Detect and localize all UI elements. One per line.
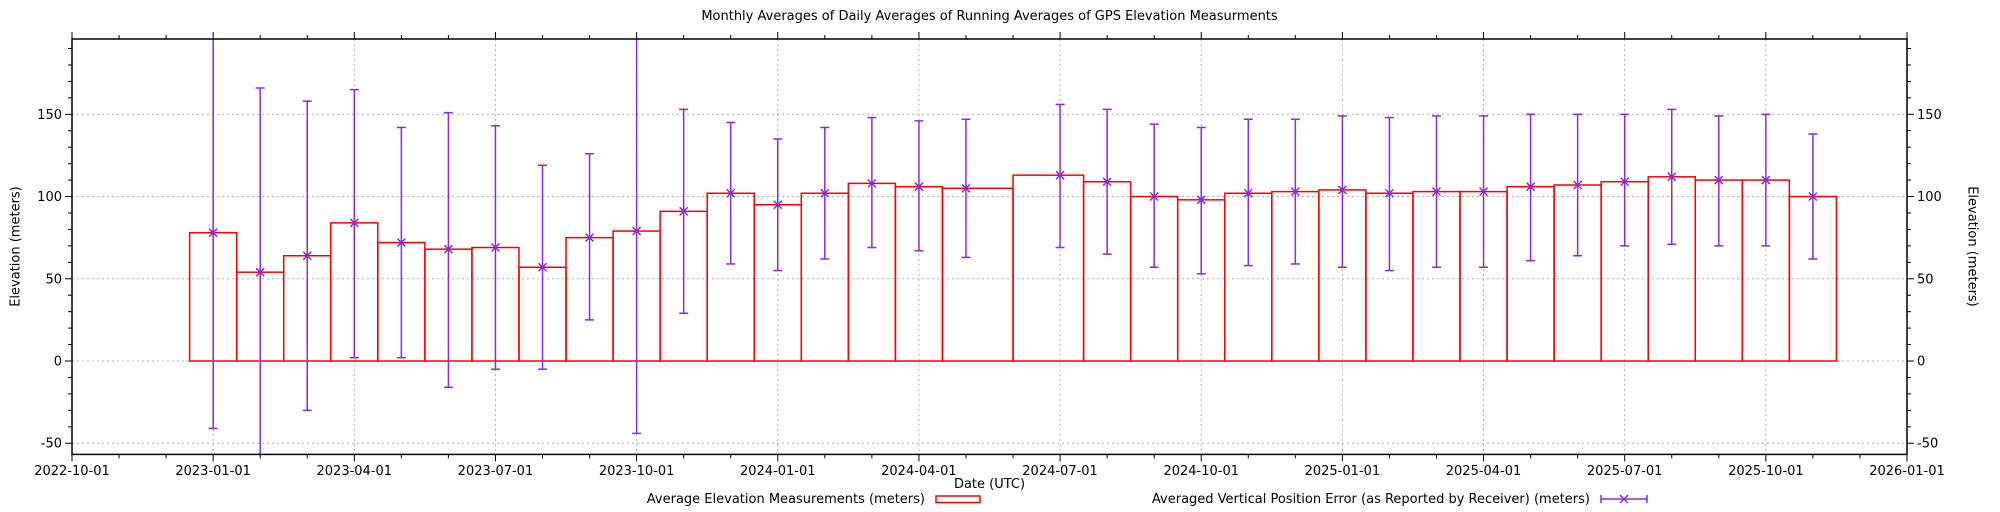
x-axis-label: Date (UTC) [953, 477, 1026, 492]
errorbar-marker [820, 188, 830, 198]
y-tick-label-left: -50 [41, 437, 62, 452]
y-tick-label-right: -50 [1917, 437, 1938, 452]
x-tick-label: 2025-04-01 [1446, 464, 1522, 479]
errorbar-marker [537, 262, 548, 272]
errorbar-marker [1479, 187, 1489, 197]
errorbar-marker [1620, 177, 1630, 187]
x-tick-label: 2024-07-01 [1022, 464, 1098, 479]
x-tick-label: 2025-01-01 [1305, 464, 1381, 479]
x-tick-label: 2023-10-01 [599, 464, 675, 479]
errorbar-marker [679, 206, 689, 216]
y-tick-label-left: 50 [45, 272, 62, 287]
errorbar-marker [961, 183, 971, 193]
bar-2024-07 [1012, 174, 1085, 362]
errorbar-marker [1055, 170, 1065, 180]
x-tick-label: 2025-10-01 [1728, 464, 1804, 479]
errorbar-marker [1808, 191, 1818, 202]
errorbar-marker [773, 200, 783, 210]
errorbar-marker [349, 218, 359, 228]
x-tick-label: 2024-01-01 [740, 464, 816, 479]
x-tick-label: 2026-01-01 [1869, 464, 1945, 479]
y-tick-label-left: 0 [54, 355, 62, 370]
legend-label-error: Averaged Vertical Position Error (as Rep… [1151, 492, 1590, 507]
errorbar-marker [1149, 191, 1159, 202]
errorbar-marker [1431, 187, 1442, 197]
errorbar-marker [396, 238, 406, 248]
x-tick-label: 2024-10-01 [1163, 464, 1239, 479]
errorbar-marker [632, 226, 642, 236]
y-tick-label-left: 100 [37, 190, 62, 205]
x-tick-label: 2022-10-01 [34, 464, 110, 479]
errorbar-marker [1337, 185, 1347, 195]
errorbar-marker [302, 251, 312, 261]
errorbar-marker [726, 188, 736, 198]
errorbar-marker [1384, 188, 1394, 198]
plot-border [71, 38, 1908, 456]
legend-errorbar-sample [1619, 494, 1629, 504]
y-tick-label-left: 150 [37, 108, 62, 123]
errorbar-marker [1761, 175, 1771, 185]
x-tick-label: 2023-04-01 [317, 464, 393, 479]
y-tick-label-right: 150 [1917, 108, 1942, 123]
errorbar-marker [1667, 172, 1677, 182]
errorbar-marker [1714, 175, 1724, 185]
errorbar-marker [490, 242, 500, 253]
legend-key-box-icon [935, 495, 981, 504]
y-tick-label-right: 50 [1917, 272, 1934, 287]
errorbar-marker [914, 182, 924, 192]
errorbar-marker [867, 178, 877, 188]
errorbar-marker [1573, 180, 1583, 190]
errorbar-marker [1102, 177, 1112, 187]
y-axis-label-right: Elevation (meters) [1964, 186, 1980, 307]
errorbar-marker [585, 233, 595, 243]
y-tick-label-right: 0 [1917, 355, 1925, 370]
legend-box-sample [935, 495, 981, 504]
errorbar-marker [1196, 195, 1206, 205]
x-tick-label: 2023-07-01 [458, 464, 534, 479]
x-tick-label: 2025-07-01 [1587, 464, 1663, 479]
legend-label-elevation: Average Elevation Measurements (meters) [646, 492, 925, 507]
errorbar-marker [1243, 188, 1253, 198]
errorbar-marker [1290, 187, 1300, 197]
errorbar-marker [255, 267, 265, 277]
errorbar-marker [443, 244, 453, 254]
chart-title: Monthly Averages of Daily Averages of Ru… [701, 9, 1278, 24]
legend-key-errorbar-icon [1600, 494, 1648, 504]
y-tick-label-right: 100 [1917, 190, 1942, 205]
errorbar-marker [208, 228, 218, 238]
errorbar-marker [1526, 182, 1536, 192]
x-tick-label: 2024-04-01 [881, 464, 957, 479]
x-tick-label: 2023-01-01 [175, 464, 251, 479]
bar-2024-05 [941, 187, 1014, 362]
y-axis-label-left: Elevation (meters) [8, 186, 24, 307]
